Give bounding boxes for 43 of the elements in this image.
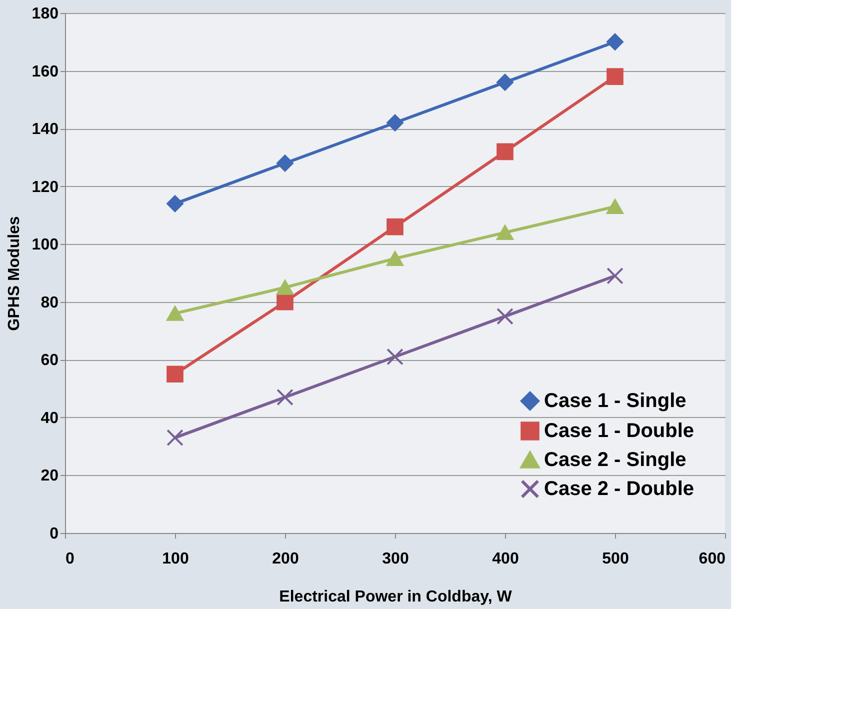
- point: [606, 68, 624, 85]
- point: [606, 33, 624, 50]
- point: [386, 348, 404, 366]
- y-tick-label: 140: [32, 121, 59, 138]
- legend-label: Case 2 - Single: [544, 449, 686, 471]
- y-tick-label: 20: [40, 468, 59, 485]
- point: [276, 154, 294, 172]
- x-tick-label: 0: [66, 550, 74, 568]
- legend-label: Case 1 - Single: [544, 390, 686, 412]
- point: [386, 218, 404, 236]
- point: [386, 251, 404, 266]
- point: [276, 293, 294, 310]
- y-tick-label: 100: [32, 236, 59, 254]
- legend-label: Case 1 - Double: [544, 420, 694, 442]
- point: [276, 388, 294, 406]
- point: [166, 195, 184, 212]
- x-tick-label: 400: [492, 550, 519, 568]
- point: [166, 306, 184, 321]
- point: [606, 267, 624, 284]
- y-tick-label: 40: [40, 410, 59, 427]
- point: [496, 225, 514, 240]
- y-tick-label: 80: [40, 294, 59, 312]
- x-tick-label: 200: [272, 550, 299, 568]
- point: [166, 429, 184, 446]
- x-tick-label: 100: [162, 550, 189, 568]
- x-tick-label: 600: [698, 550, 726, 568]
- y-tick-label: 180: [32, 6, 59, 22]
- point: [386, 114, 404, 132]
- x-axis-title: Electrical Power in Coldbay, W: [279, 588, 513, 606]
- y-axis-title: GPHS Modules: [6, 216, 23, 331]
- x-tick-label: 500: [602, 550, 629, 568]
- legend-label: Case 2 - Double: [544, 478, 694, 500]
- y-tick-label: 60: [40, 352, 59, 370]
- y-tick-label: 0: [50, 526, 59, 542]
- point: [166, 366, 184, 383]
- x-tick-label: 300: [382, 550, 409, 568]
- point: [496, 308, 514, 325]
- point: [496, 143, 514, 160]
- y-tick-label: 160: [32, 63, 59, 80]
- y-tick-label: 120: [32, 178, 59, 196]
- point: [606, 199, 624, 214]
- point: [496, 74, 514, 91]
- point: [276, 280, 294, 295]
